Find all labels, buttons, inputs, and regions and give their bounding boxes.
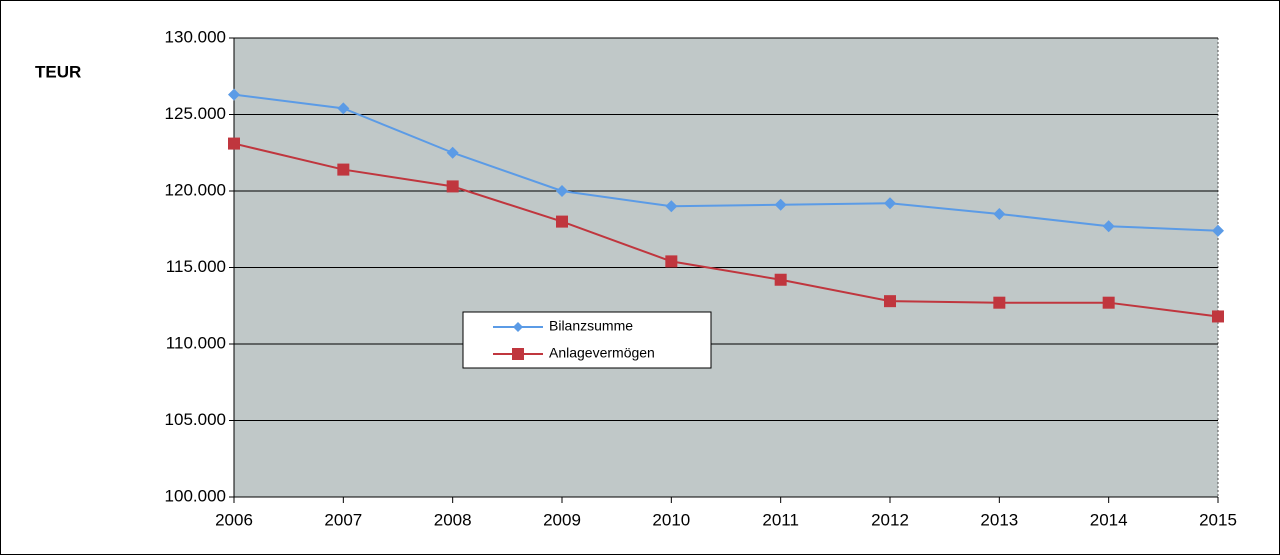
marker xyxy=(884,197,896,210)
marker xyxy=(993,207,1006,220)
marker xyxy=(1102,220,1115,233)
y-tick-label: 130.000 xyxy=(165,27,226,46)
marker xyxy=(446,180,459,193)
x-tick-label: 2006 xyxy=(215,510,253,529)
marker xyxy=(446,146,459,159)
marker xyxy=(884,295,896,308)
x-tick-label: 2014 xyxy=(1090,510,1128,529)
y-tick-label: 105.000 xyxy=(165,410,226,429)
marker xyxy=(228,88,240,101)
y-tick-label: 100.000 xyxy=(165,486,226,505)
x-tick-label: 2011 xyxy=(762,510,799,529)
x-tick-label: 2007 xyxy=(324,510,362,529)
legend: Bilanzsumme Anlagevermögen xyxy=(462,311,712,369)
legend-box xyxy=(462,311,712,369)
marker xyxy=(1212,310,1224,323)
y-tick-label: 115.000 xyxy=(166,257,226,276)
x-tick-label: 2013 xyxy=(980,510,1018,529)
legend-label: Bilanzsumme xyxy=(549,318,633,334)
y-tick-label: 110.000 xyxy=(166,333,226,352)
legend-label: Anlagevermögen xyxy=(549,345,655,361)
x-tick-label: 2009 xyxy=(543,510,581,529)
marker xyxy=(774,198,787,211)
marker xyxy=(337,163,350,176)
marker xyxy=(993,296,1006,309)
y-axis-label: TEUR xyxy=(35,62,81,81)
legend-marker xyxy=(513,322,523,332)
y-tick-label: 120.000 xyxy=(165,180,226,199)
marker xyxy=(665,200,678,213)
marker xyxy=(556,215,568,228)
x-tick-label: 2008 xyxy=(434,510,472,529)
x-tick-label: 2015 xyxy=(1199,510,1237,529)
marker xyxy=(556,185,568,197)
x-tick-label: 2012 xyxy=(871,510,909,529)
marker xyxy=(1102,296,1115,309)
legend-marker xyxy=(512,348,524,360)
marker xyxy=(1212,224,1224,237)
marker xyxy=(337,102,350,115)
marker xyxy=(665,255,678,268)
line xyxy=(233,142,1219,318)
marker xyxy=(228,137,240,150)
y-tick-label: 125.000 xyxy=(165,104,226,123)
x-tick-label: 2010 xyxy=(652,510,690,529)
marker xyxy=(774,273,787,286)
line xyxy=(233,93,1219,232)
